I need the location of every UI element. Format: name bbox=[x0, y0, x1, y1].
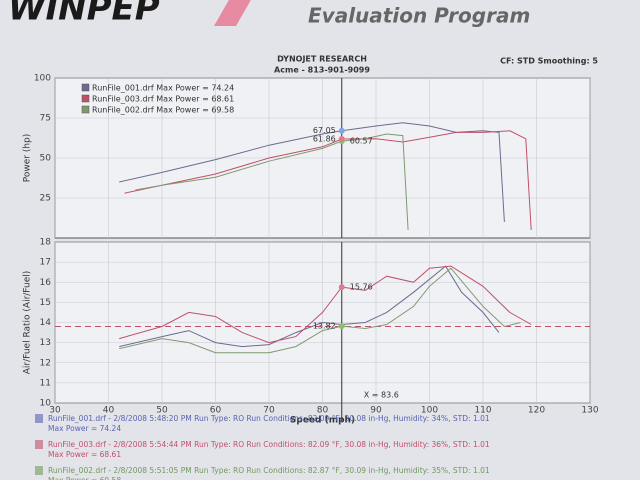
x-tick-label: 120 bbox=[528, 406, 545, 416]
x-tick-label: 80 bbox=[317, 406, 329, 416]
y-tick-label: 50 bbox=[40, 154, 52, 164]
series-line bbox=[119, 122, 505, 223]
footer-power: Max Power = 68.61 bbox=[48, 450, 121, 459]
x-tick-label: 70 bbox=[263, 406, 275, 416]
y-tick-label: 17 bbox=[40, 258, 51, 268]
marker-label: 15.76 bbox=[350, 283, 373, 292]
footer-icon bbox=[35, 466, 43, 475]
company: DYNOJET RESEARCH bbox=[277, 55, 367, 64]
footer-power: Max Power = 74.24 bbox=[48, 424, 121, 433]
footer: RunFile_001.drf - 2/8/2008 5:48:20 PM Ru… bbox=[35, 414, 490, 480]
marker-label: 13.82 bbox=[313, 322, 336, 331]
x-tick-label: 40 bbox=[103, 406, 115, 416]
settings: CF: STD Smoothing: 5 bbox=[500, 57, 598, 66]
footer-icon bbox=[35, 414, 43, 423]
series-line bbox=[119, 267, 521, 354]
legend-entry: RunFile_003.drf Max Power = 68.61 bbox=[92, 95, 234, 104]
charts: 25 50 75 100 Power (hp) 67.05 60.57 61.86 RunFil… bbox=[23, 74, 599, 426]
legend-entry: RunFile_001.drf Max Power = 74.24 bbox=[92, 84, 234, 93]
marker-label: 67.05 bbox=[313, 126, 336, 135]
title: Evaluation Program bbox=[308, 4, 530, 28]
footer-run: RunFile_001.drf - 2/8/2008 5:48:20 PM Ru… bbox=[48, 414, 490, 423]
legend-entry: RunFile_002.drf Max Power = 69.58 bbox=[92, 106, 234, 115]
x-tick-label: 100 bbox=[421, 406, 438, 416]
footer-run: RunFile_003.drf - 2/8/2008 5:54:44 PM Ru… bbox=[48, 440, 490, 449]
series-line bbox=[135, 133, 409, 231]
x-tick-label: 30 bbox=[49, 406, 61, 416]
marker-label: 61.86 bbox=[313, 135, 336, 144]
legend-swatch bbox=[81, 94, 90, 103]
y-tick-label: 18 bbox=[40, 238, 52, 248]
logo: WINPEP bbox=[8, 0, 160, 29]
y-axis-label: Air/Fuel Ratio (Air/Fuel) bbox=[23, 271, 33, 374]
x-tick-label: 90 bbox=[370, 406, 382, 416]
cursor-marker bbox=[338, 136, 345, 143]
footer-power: Max Power = 69.58 bbox=[48, 476, 121, 480]
cursor-label: X = 83.6 bbox=[364, 391, 399, 400]
legend-swatch bbox=[81, 83, 90, 92]
series-line bbox=[119, 265, 500, 348]
x-axis-label: Speed (mph) bbox=[290, 416, 355, 426]
y-tick-label: 14 bbox=[40, 318, 52, 328]
x-tick-label: 60 bbox=[210, 406, 222, 416]
cursor-marker bbox=[338, 323, 345, 330]
cursor-marker bbox=[338, 284, 345, 291]
y-axis-label: Power (hp) bbox=[23, 134, 33, 183]
footer-run: RunFile_002.drf - 2/8/2008 5:51:05 PM Ru… bbox=[48, 466, 490, 475]
contact: Acme - 813-901-9099 bbox=[274, 66, 370, 75]
y-tick-label: 11 bbox=[40, 378, 51, 388]
cursor-marker bbox=[338, 127, 345, 134]
y-tick-label: 12 bbox=[40, 358, 51, 368]
y-tick-label: 10 bbox=[40, 399, 52, 409]
y-tick-label: 75 bbox=[40, 114, 51, 124]
footer-icon bbox=[35, 440, 43, 449]
y-tick-label: 16 bbox=[40, 278, 52, 288]
y-tick-label: 13 bbox=[40, 338, 51, 348]
y-tick-label: 100 bbox=[34, 74, 51, 84]
marker-label: 60.57 bbox=[350, 137, 373, 146]
x-tick-label: 130 bbox=[581, 406, 598, 416]
logo-slash bbox=[214, 0, 251, 26]
legend-swatch bbox=[81, 105, 90, 114]
series-line bbox=[124, 130, 532, 231]
x-tick-label: 110 bbox=[474, 406, 491, 416]
y-tick-label: 25 bbox=[40, 194, 51, 204]
x-tick-label: 50 bbox=[156, 406, 168, 416]
y-tick-label: 15 bbox=[40, 298, 51, 308]
